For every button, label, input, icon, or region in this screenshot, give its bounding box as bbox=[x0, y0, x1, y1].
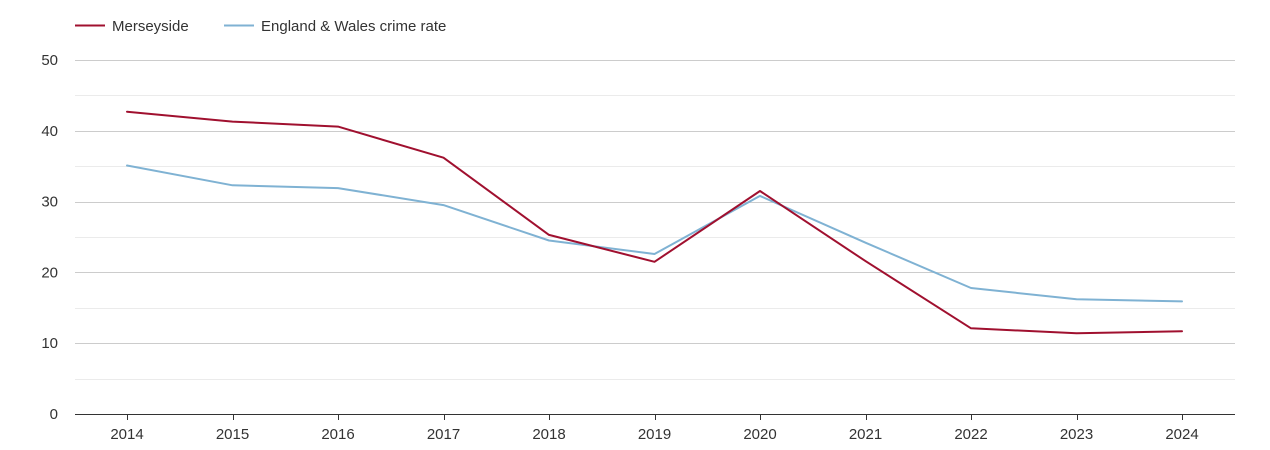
data-point-england-wales-crime-rate[interactable] bbox=[967, 284, 975, 292]
data-point-merseyside[interactable] bbox=[440, 154, 448, 162]
data-point-merseyside[interactable] bbox=[1073, 329, 1081, 337]
y-tick-label: 20 bbox=[41, 264, 58, 281]
x-tick-label: 2019 bbox=[638, 426, 671, 443]
data-point-england-wales-crime-rate[interactable] bbox=[229, 181, 237, 189]
x-tick-label: 2015 bbox=[216, 426, 249, 443]
x-tick-label: 2024 bbox=[1165, 426, 1198, 443]
y-tick-label: 10 bbox=[41, 335, 58, 352]
data-point-merseyside[interactable] bbox=[229, 118, 237, 126]
data-point-england-wales-crime-rate[interactable] bbox=[440, 201, 448, 209]
x-tick-label: 2022 bbox=[954, 426, 987, 443]
x-tick-label: 2016 bbox=[321, 426, 354, 443]
x-tick-label: 2020 bbox=[743, 426, 776, 443]
legend-item-england-wales-crime-rate[interactable]: England & Wales crime rate bbox=[224, 18, 446, 35]
y-tick-label: 40 bbox=[41, 123, 58, 140]
legend-item-merseyside[interactable]: Merseyside bbox=[75, 18, 189, 35]
data-point-merseyside[interactable] bbox=[651, 258, 659, 266]
data-point-merseyside[interactable] bbox=[545, 231, 553, 239]
legend-label: England & Wales crime rate bbox=[261, 18, 446, 35]
legend: Merseyside England & Wales crime rate bbox=[75, 18, 446, 35]
data-point-merseyside[interactable] bbox=[862, 257, 870, 265]
legend-label: Merseyside bbox=[112, 18, 189, 35]
x-tick-label: 2017 bbox=[427, 426, 460, 443]
data-point-merseyside[interactable] bbox=[1178, 327, 1186, 335]
axis-layer: 0 10 20 30 40 50 2014 2015 2016 2017 2018 2019 2020 2… bbox=[41, 52, 1235, 443]
data-point-england-wales-crime-rate[interactable] bbox=[862, 239, 870, 247]
data-point-merseyside[interactable] bbox=[967, 324, 975, 332]
data-point-merseyside[interactable] bbox=[756, 187, 764, 195]
series-line-england-wales-crime-rate bbox=[126, 164, 1183, 303]
series-layer bbox=[123, 108, 1186, 337]
x-tick-label: 2021 bbox=[849, 426, 882, 443]
data-point-england-wales-crime-rate[interactable] bbox=[123, 161, 131, 169]
data-point-merseyside[interactable] bbox=[334, 123, 342, 131]
y-tick-label: 30 bbox=[41, 194, 58, 211]
y-tick-label: 0 bbox=[50, 406, 58, 423]
x-tick-label: 2014 bbox=[110, 426, 143, 443]
y-tick-label: 50 bbox=[41, 52, 58, 69]
x-tick-label: 2018 bbox=[532, 426, 565, 443]
data-point-merseyside[interactable] bbox=[123, 108, 131, 116]
data-point-england-wales-crime-rate[interactable] bbox=[334, 184, 342, 192]
series-line-merseyside bbox=[126, 110, 1183, 335]
data-point-england-wales-crime-rate[interactable] bbox=[1073, 295, 1081, 303]
data-point-england-wales-crime-rate[interactable] bbox=[1178, 297, 1186, 305]
x-tick-label: 2023 bbox=[1060, 426, 1093, 443]
data-point-england-wales-crime-rate[interactable] bbox=[651, 250, 659, 258]
grid-layer bbox=[75, 60, 1235, 380]
